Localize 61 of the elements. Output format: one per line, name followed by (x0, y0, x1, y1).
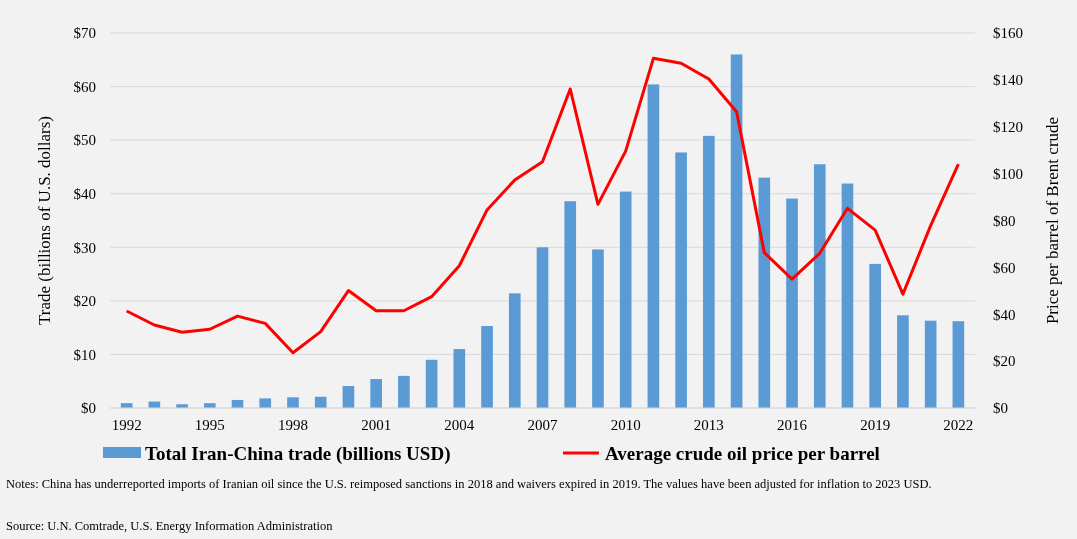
bar (453, 349, 466, 408)
bar (508, 293, 521, 408)
bar (786, 198, 798, 408)
bar (952, 321, 965, 408)
bar (481, 326, 493, 408)
bar (897, 315, 909, 408)
bar (425, 359, 438, 408)
y2-tick-label: $60 (993, 259, 1016, 276)
bar (287, 397, 299, 408)
x-tick-label: 2004 (444, 417, 475, 433)
x-tick-label: 1995 (194, 417, 225, 433)
bar (813, 164, 826, 408)
bar (314, 396, 327, 408)
x-tick-label: 1992 (111, 417, 142, 433)
y2-tick-label: $0 (993, 400, 1008, 417)
bar (675, 152, 687, 408)
bar (841, 183, 854, 408)
x-tick-label: 1998 (277, 417, 308, 433)
bar (703, 135, 715, 408)
bar (758, 177, 771, 408)
bar (370, 379, 382, 408)
y-axis-title: Trade (billions of U.S. dollars) (35, 115, 54, 326)
x-tick-label: 2001 (361, 417, 392, 433)
bar (342, 386, 355, 408)
bar (869, 263, 882, 408)
x-tick-label: 2010 (610, 417, 641, 433)
source-note: Source: U.N. Comtrade, U.S. Energy Information Administration (6, 519, 334, 533)
bar (647, 84, 660, 408)
y2-tick-label: $100 (993, 165, 1023, 182)
line-series (125, 56, 960, 355)
x-tick-label: 2016 (777, 417, 808, 433)
x-tick-label: 2022 (943, 417, 974, 433)
legend-label: Average crude oil price per barrel (605, 442, 880, 464)
bar (592, 249, 604, 408)
y-tick-label: $30 (73, 239, 96, 256)
bar (924, 320, 937, 408)
y-tick-label: $20 (73, 293, 96, 310)
text: Notes: China has underreported imports of Iranian oil since the U.S. reimposed sanctions in 2018 and waivers expired in 2019. The values have been adjusted for inflation to 2023 USD. (6, 477, 932, 491)
y2-tick-label: $160 (993, 25, 1023, 42)
x-tick-label: 2007 (527, 417, 558, 433)
y2-tick-label: $120 (993, 119, 1023, 135)
x-tick-label: 2019 (860, 417, 891, 433)
y-tick-label: $50 (73, 132, 96, 149)
y-tick-label: $0 (81, 400, 96, 417)
legend-label: Total Iran-China trade (billions USD) (145, 442, 451, 465)
x-tick-label: 2013 (693, 417, 724, 433)
bar (259, 398, 272, 408)
bar (536, 247, 549, 408)
bar (564, 201, 577, 408)
y2-axis-title: Price per barrel of Brent crude (1043, 116, 1062, 325)
y2-tick-label: $80 (993, 212, 1016, 229)
y-tick-label: $60 (73, 78, 96, 95)
y-tick-label: $40 (73, 185, 96, 202)
bar (619, 191, 632, 408)
y2-tick-label: $20 (993, 353, 1016, 370)
y-tick-label: $70 (73, 25, 96, 42)
bar (398, 375, 410, 408)
y-tick-label: $10 (73, 346, 96, 363)
y2-tick-label: $140 (993, 72, 1023, 89)
y2-tick-label: $40 (993, 306, 1016, 323)
bar (730, 54, 743, 408)
